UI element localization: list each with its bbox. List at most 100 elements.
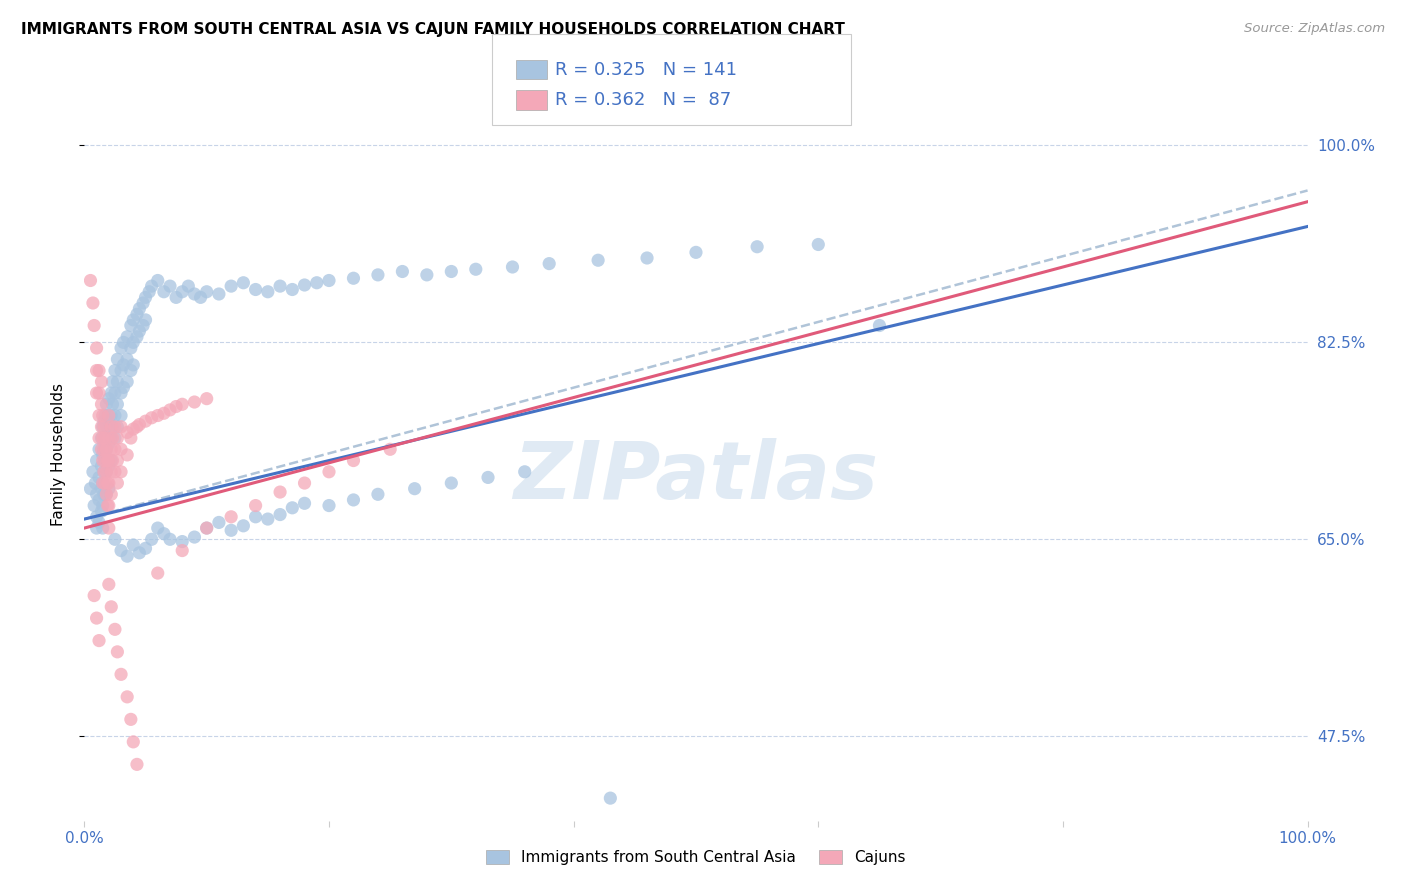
Point xyxy=(96,442,118,457)
Point xyxy=(97,409,120,423)
Point xyxy=(110,667,132,681)
Point xyxy=(104,363,127,377)
Point xyxy=(138,285,160,299)
Point xyxy=(105,352,128,367)
Point xyxy=(125,757,148,772)
Point xyxy=(195,521,218,535)
Text: Source: ZipAtlas.com: Source: ZipAtlas.com xyxy=(1244,22,1385,36)
Point xyxy=(165,290,187,304)
Point xyxy=(104,386,127,401)
Point xyxy=(115,448,138,462)
Point xyxy=(105,397,128,411)
Point xyxy=(79,273,101,287)
Point xyxy=(87,492,110,507)
Point xyxy=(86,521,108,535)
Point xyxy=(115,375,138,389)
Text: ZIPatlas: ZIPatlas xyxy=(513,438,879,516)
Point xyxy=(110,409,132,423)
Point xyxy=(219,524,242,538)
Point xyxy=(105,431,128,445)
Point xyxy=(219,509,242,524)
Point xyxy=(91,453,114,467)
Point xyxy=(90,459,112,474)
Point xyxy=(87,442,110,457)
Point xyxy=(105,419,128,434)
Point xyxy=(685,245,707,260)
Point xyxy=(86,386,108,401)
Point xyxy=(94,431,117,445)
Point xyxy=(96,465,118,479)
Point xyxy=(146,409,169,423)
Point xyxy=(153,285,176,299)
Point xyxy=(135,414,157,428)
Point xyxy=(110,419,132,434)
Point xyxy=(93,414,115,428)
Point xyxy=(120,341,142,355)
Point xyxy=(120,431,142,445)
Point xyxy=(87,470,110,484)
Point xyxy=(93,442,115,457)
Point xyxy=(807,237,830,252)
Point xyxy=(97,409,120,423)
Point xyxy=(440,264,463,278)
Point xyxy=(100,419,122,434)
Point xyxy=(146,521,169,535)
Point xyxy=(96,465,118,479)
Point xyxy=(105,375,128,389)
Point xyxy=(115,425,138,440)
Point xyxy=(120,712,142,726)
Point xyxy=(281,500,304,515)
Point xyxy=(100,409,122,423)
Point xyxy=(104,419,127,434)
Point xyxy=(96,419,118,434)
Point xyxy=(115,690,138,704)
Point xyxy=(115,330,138,344)
Point xyxy=(125,330,148,344)
Point xyxy=(208,287,231,301)
Point xyxy=(110,363,132,377)
Point xyxy=(90,482,112,496)
Point xyxy=(380,442,402,457)
Point xyxy=(93,465,115,479)
Point xyxy=(190,290,212,304)
Point xyxy=(122,335,145,350)
Point xyxy=(101,431,124,445)
Y-axis label: Family Households: Family Households xyxy=(51,384,66,526)
Point xyxy=(104,533,127,547)
Point xyxy=(90,504,112,518)
Point xyxy=(165,400,187,414)
Point xyxy=(502,260,524,274)
Point xyxy=(87,386,110,401)
Point xyxy=(125,307,148,321)
Point xyxy=(416,268,439,282)
Point xyxy=(97,453,120,467)
Point xyxy=(86,453,108,467)
Point xyxy=(120,318,142,333)
Point xyxy=(83,499,105,513)
Point xyxy=(97,482,120,496)
Point xyxy=(90,419,112,434)
Point xyxy=(172,285,194,299)
Point xyxy=(195,521,218,535)
Point xyxy=(135,290,157,304)
Point xyxy=(208,516,231,530)
Point xyxy=(122,422,145,436)
Point xyxy=(105,645,128,659)
Point xyxy=(159,279,181,293)
Point xyxy=(128,324,150,338)
Point xyxy=(538,257,561,271)
Point xyxy=(219,279,242,293)
Point xyxy=(91,499,114,513)
Point xyxy=(100,465,122,479)
Point xyxy=(132,318,155,333)
Point xyxy=(91,431,114,445)
Point xyxy=(636,251,658,265)
Point xyxy=(269,508,291,522)
Point xyxy=(110,543,132,558)
Point xyxy=(391,264,413,278)
Point xyxy=(86,341,108,355)
Point xyxy=(269,279,291,293)
Point xyxy=(125,419,148,434)
Point xyxy=(869,318,891,333)
Point xyxy=(94,431,117,445)
